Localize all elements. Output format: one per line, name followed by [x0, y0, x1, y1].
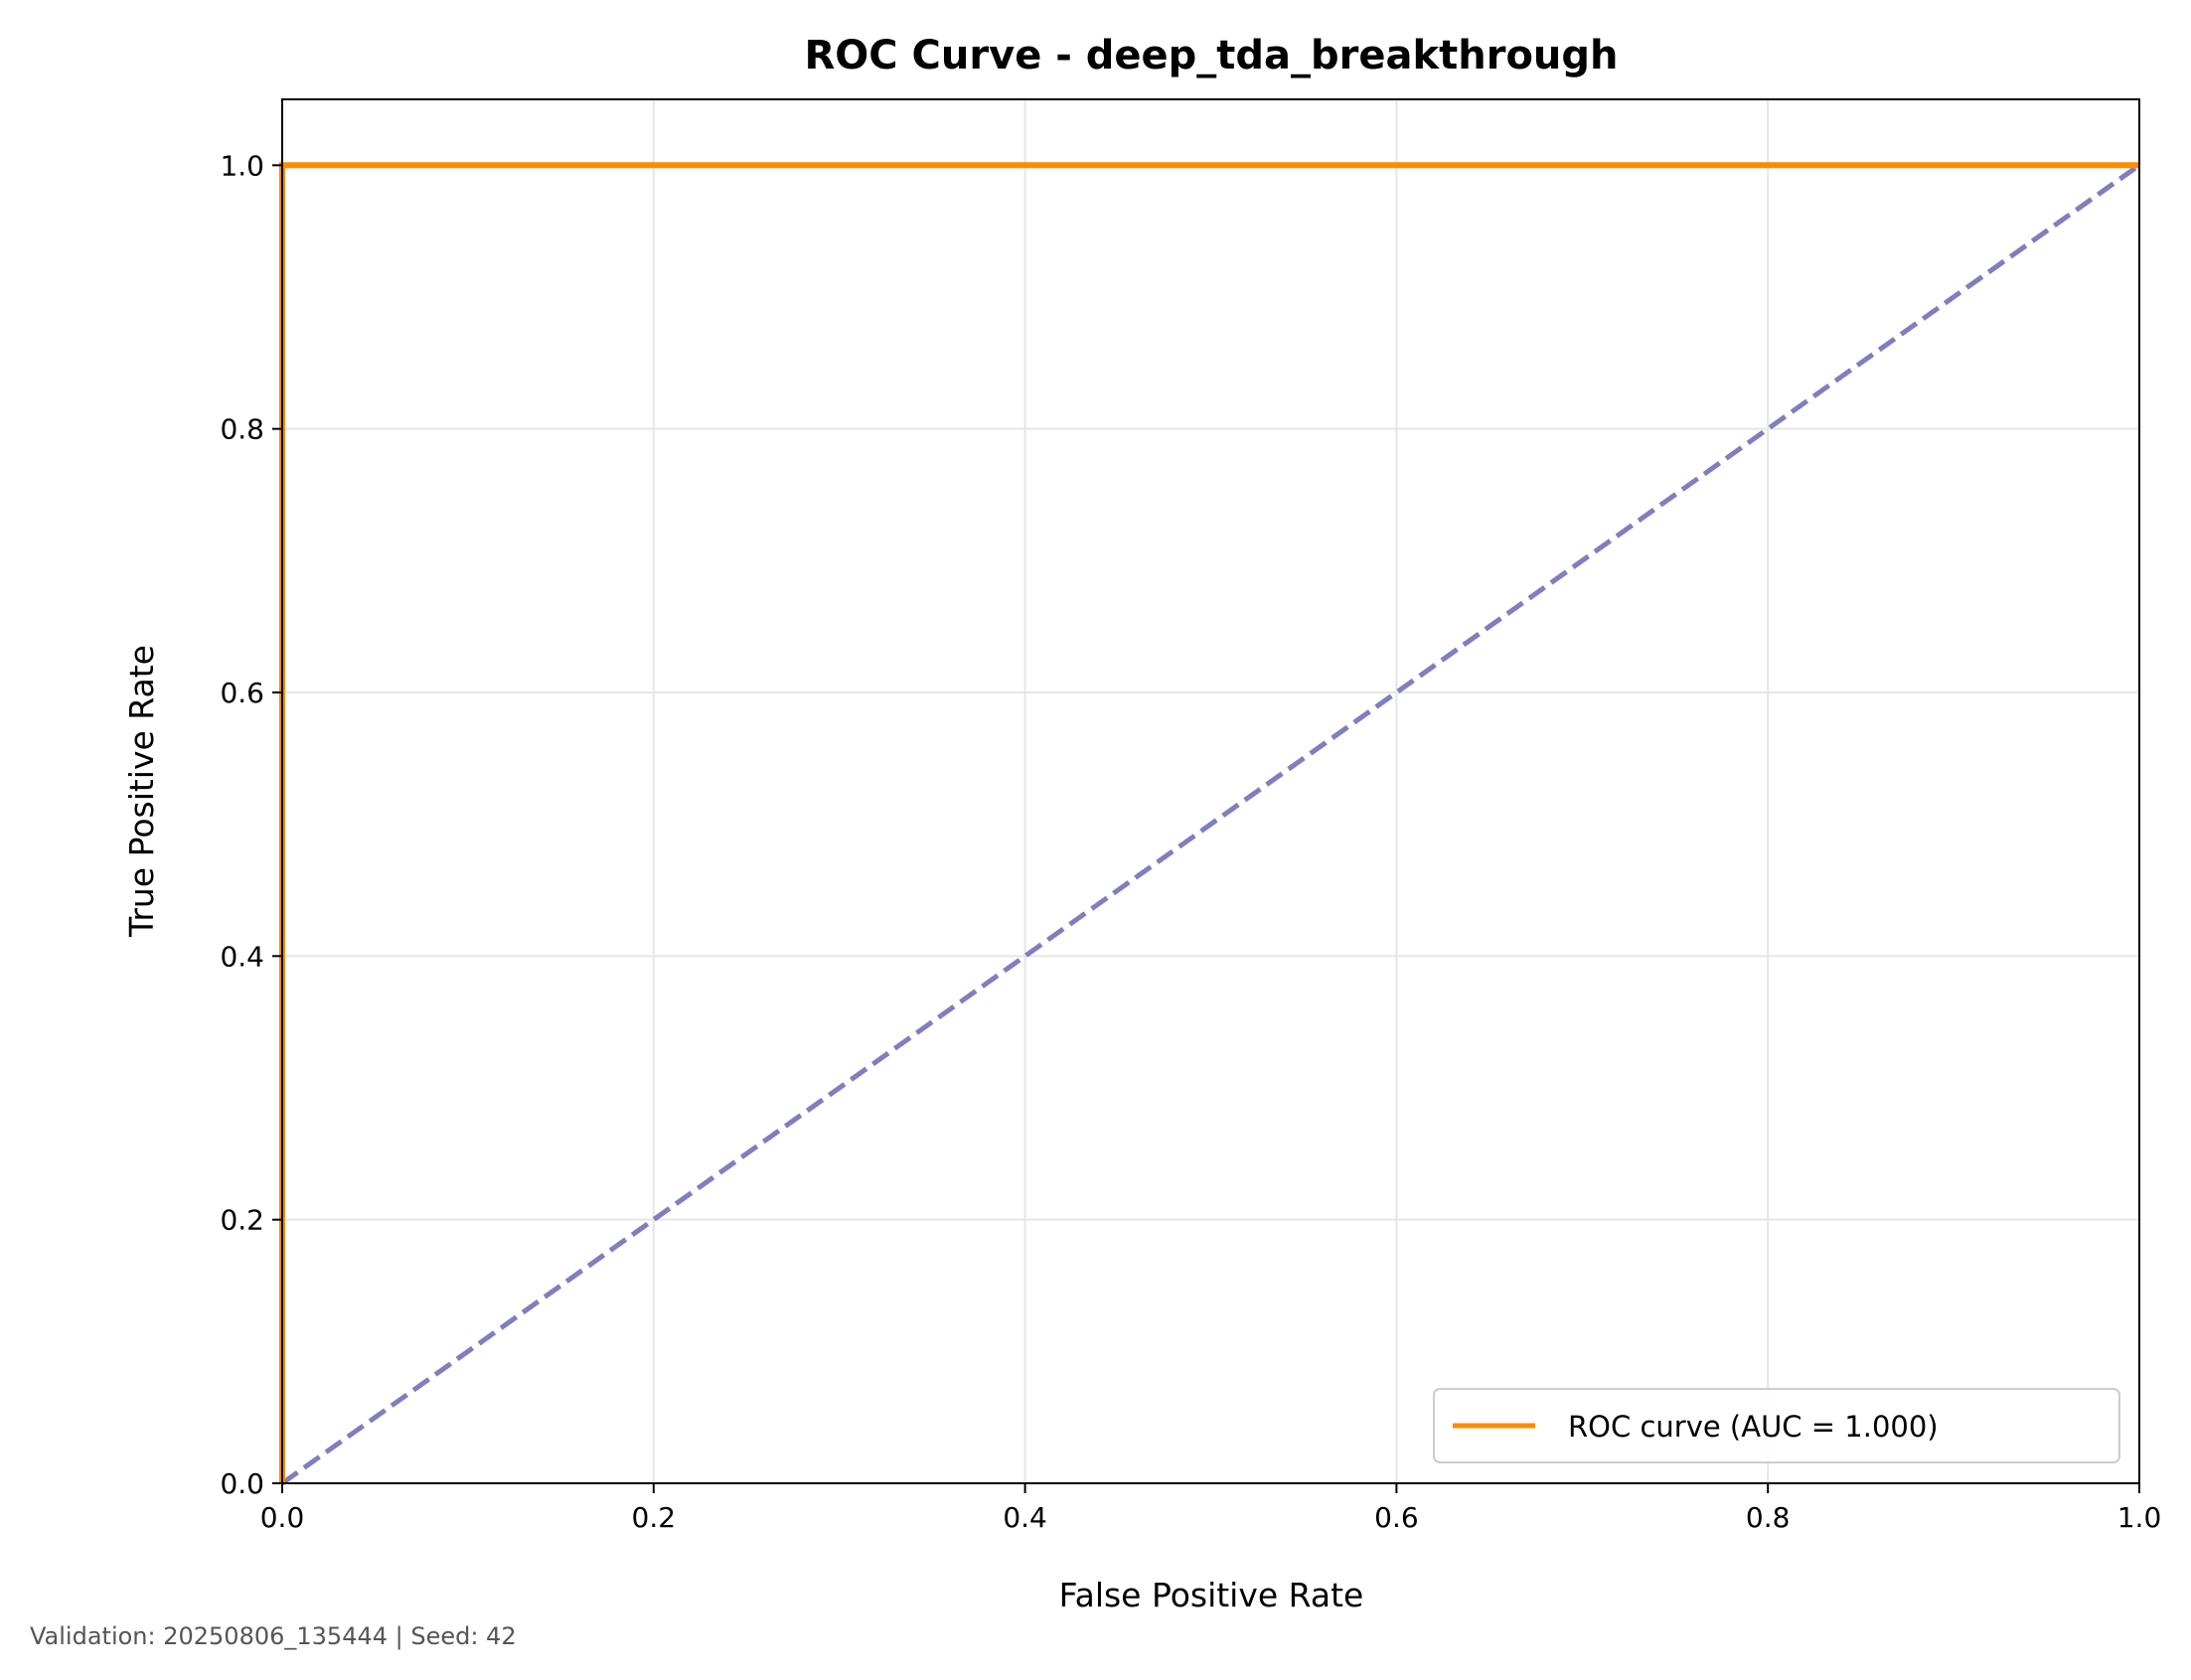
x-tick-label: 1.0	[2117, 1501, 2162, 1534]
y-axis-label: True Positive Rate	[122, 645, 161, 938]
x-tick-label: 0.8	[1746, 1501, 1791, 1534]
y-tick-label: 0.0	[220, 1467, 264, 1500]
chance-diagonal-line	[280, 163, 2141, 1486]
x-tick-label: 0.0	[260, 1501, 305, 1534]
y-tick-label: 0.6	[220, 677, 264, 709]
y-tick-label: 0.4	[220, 940, 264, 973]
y-tick-label: 0.8	[220, 413, 264, 446]
x-tick-label: 0.4	[1003, 1501, 1047, 1534]
footnote: Validation: 20250806_135444 | Seed: 42	[30, 1622, 517, 1650]
x-tick-label: 0.6	[1374, 1501, 1419, 1534]
x-axis-label: False Positive Rate	[1059, 1576, 1364, 1614]
x-tick-label: 0.2	[632, 1501, 677, 1534]
legend-label-roc: ROC curve (AUC = 1.000)	[1568, 1410, 1939, 1444]
y-tick-label: 0.2	[220, 1204, 264, 1237]
y-tick-label: 1.0	[220, 149, 264, 182]
plot-frame	[281, 98, 2140, 1484]
legend-box	[1433, 1388, 2120, 1463]
chart-title: ROC Curve - deep_tda_breakthrough	[804, 33, 1618, 78]
legend: ROC curve (AUC = 1.000)	[1433, 1388, 2120, 1463]
